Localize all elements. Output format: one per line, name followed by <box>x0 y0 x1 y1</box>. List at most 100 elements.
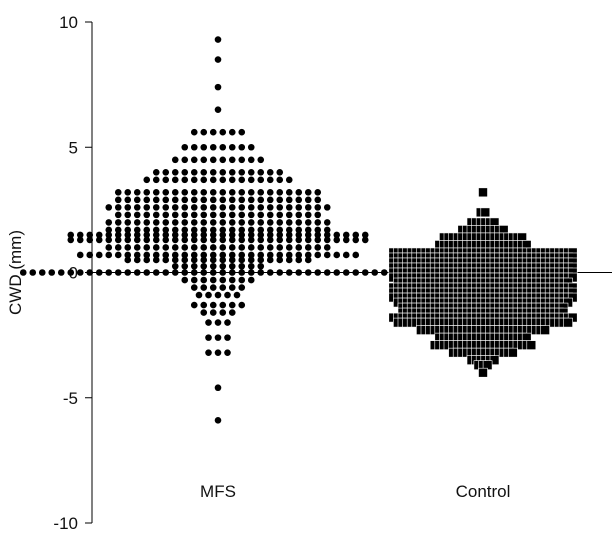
data-point-mfs <box>219 211 227 219</box>
data-point-mfs <box>162 231 170 239</box>
data-point-mfs <box>86 269 94 276</box>
data-point-mfs <box>238 196 246 204</box>
data-point-mfs <box>95 269 103 276</box>
data-point-mfs <box>152 219 160 226</box>
data-point-mfs <box>195 291 203 299</box>
data-point-mfs <box>295 211 303 219</box>
data-point-mfs <box>333 251 341 259</box>
data-point-mfs <box>238 301 246 309</box>
data-point-mfs <box>200 143 208 151</box>
data-point-mfs <box>238 226 246 234</box>
data-point-mfs <box>205 291 212 299</box>
data-point-mfs <box>219 301 227 309</box>
data-point-mfs <box>200 128 208 136</box>
data-point-mfs <box>209 231 217 239</box>
data-point-mfs <box>342 251 350 259</box>
data-point-mfs <box>323 244 331 251</box>
data-point-mfs <box>209 236 217 244</box>
data-point-mfs <box>152 211 160 219</box>
data-point-mfs <box>209 176 217 184</box>
data-point-mfs <box>257 236 265 244</box>
data-point-mfs <box>228 156 236 164</box>
data-point-mfs <box>76 231 84 239</box>
data-point-mfs <box>181 262 189 270</box>
data-point-mfs <box>266 269 274 276</box>
data-point-mfs <box>171 262 179 270</box>
data-point-mfs <box>133 256 141 264</box>
data-point-mfs <box>285 204 293 211</box>
data-point-mfs <box>238 176 246 184</box>
y-tick-label: 5 <box>69 138 78 157</box>
data-point-mfs <box>76 251 84 259</box>
y-tick-label: 10 <box>59 13 78 32</box>
data-point-mfs <box>247 204 255 211</box>
data-point-mfs <box>200 251 208 259</box>
category-label-mfs: MFS <box>200 482 236 501</box>
data-point-mfs <box>133 236 141 244</box>
data-point-mfs <box>181 176 189 184</box>
data-point-mfs <box>171 219 179 226</box>
data-point-mfs <box>162 204 170 211</box>
data-point-mfs <box>314 236 322 244</box>
data-point-mfs <box>181 276 189 284</box>
data-point-mfs <box>209 211 217 219</box>
data-point-mfs <box>209 269 217 276</box>
data-point-mfs <box>224 334 231 341</box>
data-point-mfs <box>190 244 198 251</box>
data-point-mfs <box>247 251 255 259</box>
data-point-mfs <box>219 276 227 284</box>
data-point-mfs <box>228 143 236 151</box>
data-point-mfs <box>133 269 141 276</box>
data-point-mfs <box>95 231 103 239</box>
data-point-mfs <box>295 196 303 204</box>
data-point-mfs <box>247 269 255 276</box>
data-point-mfs <box>67 236 75 244</box>
data-point-mfs <box>342 236 350 244</box>
data-point-mfs <box>143 226 151 234</box>
data-point-mfs <box>314 204 322 211</box>
data-point-control <box>478 187 488 198</box>
data-point-mfs <box>276 176 284 184</box>
data-point-mfs <box>247 231 255 239</box>
data-point-mfs <box>304 236 312 244</box>
data-point-mfs <box>190 276 198 284</box>
data-point-mfs <box>76 269 84 276</box>
data-point-mfs <box>314 269 322 276</box>
data-point-mfs <box>200 204 208 211</box>
data-point-mfs <box>247 211 255 219</box>
data-point-mfs <box>295 256 303 264</box>
data-point-mfs <box>257 262 265 270</box>
data-point-mfs <box>162 269 170 276</box>
data-point-mfs <box>257 244 265 251</box>
data-point-mfs <box>342 231 350 239</box>
data-point-mfs <box>209 276 217 284</box>
data-point-mfs <box>238 256 246 264</box>
data-point-mfs <box>314 231 322 239</box>
data-point-mfs <box>152 269 160 276</box>
data-point-mfs <box>219 244 227 251</box>
data-point-mfs <box>209 143 217 151</box>
data-point-mfs <box>152 244 160 251</box>
data-point-mfs <box>257 251 265 259</box>
data-point-mfs <box>266 211 274 219</box>
data-point-mfs <box>214 106 222 113</box>
data-point-mfs <box>304 189 312 196</box>
data-point-mfs <box>67 269 75 276</box>
data-point-mfs <box>209 219 217 226</box>
data-point-mfs <box>162 244 170 251</box>
data-point-mfs <box>29 269 37 276</box>
data-point-mfs <box>238 236 246 244</box>
data-point-mfs <box>304 244 312 251</box>
data-point-mfs <box>295 189 303 196</box>
data-point-mfs <box>276 189 284 196</box>
data-point-mfs <box>181 196 189 204</box>
data-point-mfs <box>200 169 208 176</box>
data-point-mfs <box>219 169 227 176</box>
data-point-mfs <box>228 176 236 184</box>
data-point-mfs <box>228 276 236 284</box>
data-point-mfs <box>162 251 170 259</box>
data-point-mfs <box>219 226 227 234</box>
data-point-mfs <box>214 349 222 356</box>
data-point-mfs <box>190 301 198 309</box>
